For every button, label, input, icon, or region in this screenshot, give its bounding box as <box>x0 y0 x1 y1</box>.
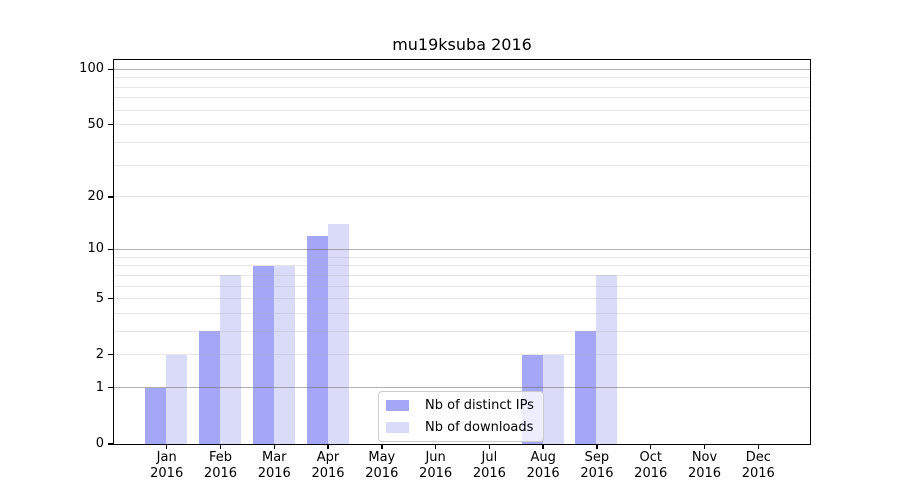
bar-nb-of-downloads-feb <box>219 275 241 444</box>
gridline-10 <box>114 248 810 250</box>
legend-swatch-distinct-ips <box>386 400 409 411</box>
gridline-9 <box>114 256 810 258</box>
gridline-1 <box>114 387 810 389</box>
legend-item-downloads: Nb of downloads <box>386 420 534 435</box>
gridline-3 <box>114 330 810 332</box>
bar-nb-of-distinct-ips-jan <box>145 387 167 444</box>
gridline-90 <box>114 77 810 79</box>
gridline-60 <box>114 109 810 111</box>
bar-nb-of-downloads-sep <box>596 275 618 444</box>
gridline-2 <box>114 354 810 356</box>
gridline-80 <box>114 86 810 88</box>
gridline-5 <box>114 298 810 300</box>
chart-title: mu19ksuba 2016 <box>392 35 532 54</box>
gridline-7 <box>114 274 810 276</box>
gridline-20 <box>114 196 810 198</box>
bar-nb-of-distinct-ips-apr <box>306 235 328 444</box>
gridline-8 <box>114 265 810 267</box>
bar-nb-of-downloads-aug <box>542 354 564 444</box>
legend-label-distinct-ips: Nb of distinct IPs <box>425 398 534 413</box>
legend-swatch-downloads <box>386 422 409 433</box>
gridline-4 <box>114 312 810 314</box>
legend-label-downloads: Nb of downloads <box>425 420 534 435</box>
bar-nb-of-downloads-mar <box>273 265 295 444</box>
gridline-40 <box>114 141 810 143</box>
legend-item-distinct-ips: Nb of distinct IPs <box>386 398 534 413</box>
gridline-50 <box>114 124 810 126</box>
legend: Nb of distinct IPs Nb of downloads <box>378 391 544 442</box>
bar-nb-of-distinct-ips-mar <box>252 265 274 444</box>
gridline-70 <box>114 97 810 99</box>
gridline-6 <box>114 285 810 287</box>
gridline-30 <box>114 164 810 166</box>
bar-nb-of-downloads-apr <box>327 224 349 444</box>
bar-nb-of-downloads-jan <box>166 354 188 444</box>
gridline-100 <box>114 68 810 70</box>
